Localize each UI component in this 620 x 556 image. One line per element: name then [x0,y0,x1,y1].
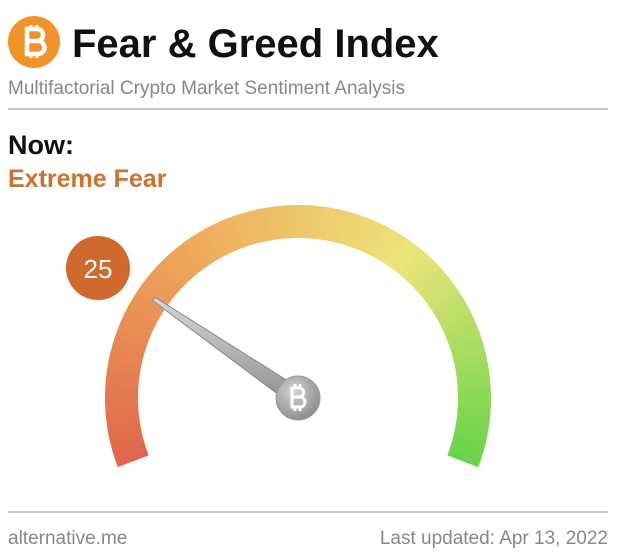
title: Fear & Greed Index [72,22,439,66]
hub-icon [290,384,307,411]
arc-segment [108,351,143,368]
arc-segment [438,306,473,330]
gauge-arc [104,205,491,468]
arc-segment [364,222,388,257]
classification: Extreme Fear [8,165,167,193]
arc-segment [454,422,489,437]
arc-segment [110,343,145,361]
now-label: Now: [8,130,74,160]
arc-segment [209,222,233,256]
arc-segment [388,239,416,271]
value-label: 25 [84,254,113,284]
arc-segment [298,205,308,239]
arc-segment [414,266,446,295]
arc-segment [394,243,422,276]
arc-segment [124,305,158,329]
arc-segment [382,234,409,267]
arc-segment [289,205,300,239]
arc-segment [157,259,187,289]
arc-segment [451,435,486,453]
arc-segment [132,291,165,317]
source: alternative.me [8,528,127,549]
arc-segment [457,385,491,396]
arc-segment [441,313,476,336]
arc-segment [110,434,145,452]
arc-segment [423,278,456,306]
arc-segment [457,377,491,389]
arc-segment [217,218,239,253]
arc-segment [427,285,461,312]
arc-segment [105,407,139,419]
arc-segment [112,335,147,354]
arc-segment [232,213,252,248]
arc-segment [120,312,155,335]
arc-segment [456,415,490,429]
arc-segment [175,243,203,275]
arc-segment [248,209,265,244]
arc-segment [225,215,245,250]
arc-segment [188,233,214,267]
arc-segment [449,442,484,461]
arc-segment [457,393,491,404]
arc-segment [409,260,440,290]
arc-segment [404,254,434,285]
arc-segment [114,327,149,348]
arc-segment [325,207,341,242]
arc-segment [419,272,451,300]
arc-segment [311,205,325,240]
arc-segment [114,447,149,468]
subtitle: Multifactorial Crypto Market Sentiment A… [8,78,405,99]
arc-segment [162,253,192,284]
arc-segment [117,320,152,341]
arc-segment [108,427,143,444]
arc-segment [332,209,349,244]
arc-segment [318,206,333,241]
arc-segment [399,249,428,280]
arc-segment [352,216,373,251]
arc-segment [453,428,488,445]
arc-segment [435,299,469,323]
arc-segment [447,329,482,349]
arc-segment [128,298,162,323]
arc-segment [256,207,272,242]
arc-segment [240,211,259,246]
needle-group [151,296,321,421]
arc-segment [345,213,365,248]
arc-segment [358,219,380,254]
arc-segment [169,248,198,279]
arc-segment [281,205,293,239]
arc-segment [181,238,209,271]
arc-segment [195,229,220,263]
arc-segment [370,226,395,260]
arc-segment [451,344,486,362]
arc-segment [431,292,465,317]
arc-segment [447,448,481,468]
arc-segment [202,225,226,259]
arc-segment [106,367,140,381]
arc-segment [444,321,479,342]
value-badge [66,236,130,300]
arc-segment [107,359,142,375]
arc-segment [151,265,182,294]
arc-segment [105,400,139,411]
arc-segment [146,271,178,300]
bitcoin-logo [8,16,60,68]
arc-segment [141,277,173,305]
updated: Last updated: Apr 13, 2022 [380,528,608,549]
arc-segment [112,441,147,460]
arc-segment [453,352,488,369]
arc-segment [377,230,402,263]
arc-segment [104,392,139,403]
arc-segment [338,211,357,246]
arc-segment [449,336,484,355]
